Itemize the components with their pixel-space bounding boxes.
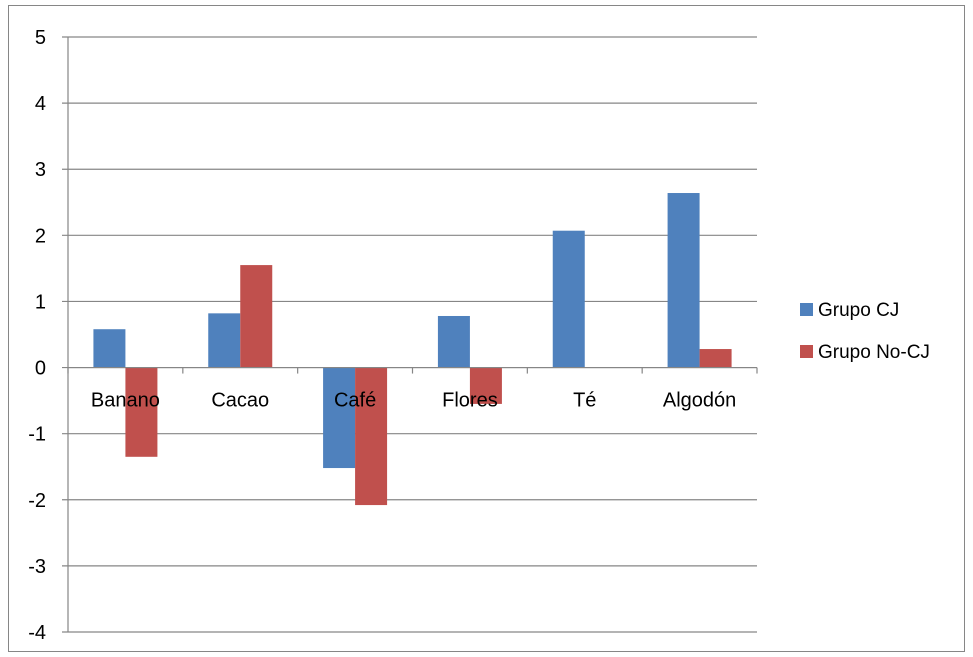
y-tick-label: 4: [35, 93, 46, 115]
chart-frame: [8, 5, 965, 652]
x-tick-label: Banano: [91, 390, 160, 412]
legend-swatch: [800, 345, 813, 358]
x-tick-label: Café: [334, 390, 376, 412]
bar-café-series-2: [355, 367, 388, 506]
x-tick-label: Cacao: [211, 390, 269, 412]
x-tick-labels: Banano Cacao Café Flores Té Algodón: [91, 390, 736, 412]
y-tick-label: 5: [35, 27, 46, 49]
y-tick-label: 2: [35, 225, 46, 247]
bar-café-series-1: [323, 367, 356, 469]
x-tick-label: Flores: [442, 390, 498, 412]
bar-cacao-series-1: [208, 313, 241, 368]
legend: Grupo CJ Grupo No-CJ: [800, 300, 930, 363]
gridlines: [62, 36, 757, 633]
axes: [67, 37, 758, 632]
y-tick-label: -3: [28, 556, 46, 578]
bar-cacao-series-2: [240, 265, 273, 368]
bar-flores-series-2: [469, 367, 502, 404]
y-tick-label: -4: [28, 622, 46, 644]
y-tick-label: 1: [35, 291, 46, 313]
x-tick-label: Algodón: [663, 390, 736, 412]
bar-flores-series-1: [437, 315, 470, 368]
x-tick-label: Té: [573, 390, 596, 412]
y-tick-label: 3: [35, 159, 46, 181]
bar-algodón-series-2: [699, 349, 732, 368]
bars: [93, 193, 732, 506]
y-tick-label: 0: [35, 358, 46, 380]
bar-banano-series-2: [125, 367, 158, 457]
legend-label: Grupo No-CJ: [818, 342, 930, 363]
y-tick-label: -1: [28, 424, 46, 446]
legend-swatch: [800, 303, 813, 316]
bar-algodón-series-1: [667, 193, 700, 368]
y-tick-labels: -4 -3 -2 -1 0 1 2 3 4 5: [28, 27, 46, 644]
legend-label: Grupo CJ: [818, 300, 899, 321]
bar-banano-series-1: [93, 329, 126, 368]
y-tick-label: -2: [28, 490, 46, 512]
bar-té-series-1: [552, 230, 585, 368]
